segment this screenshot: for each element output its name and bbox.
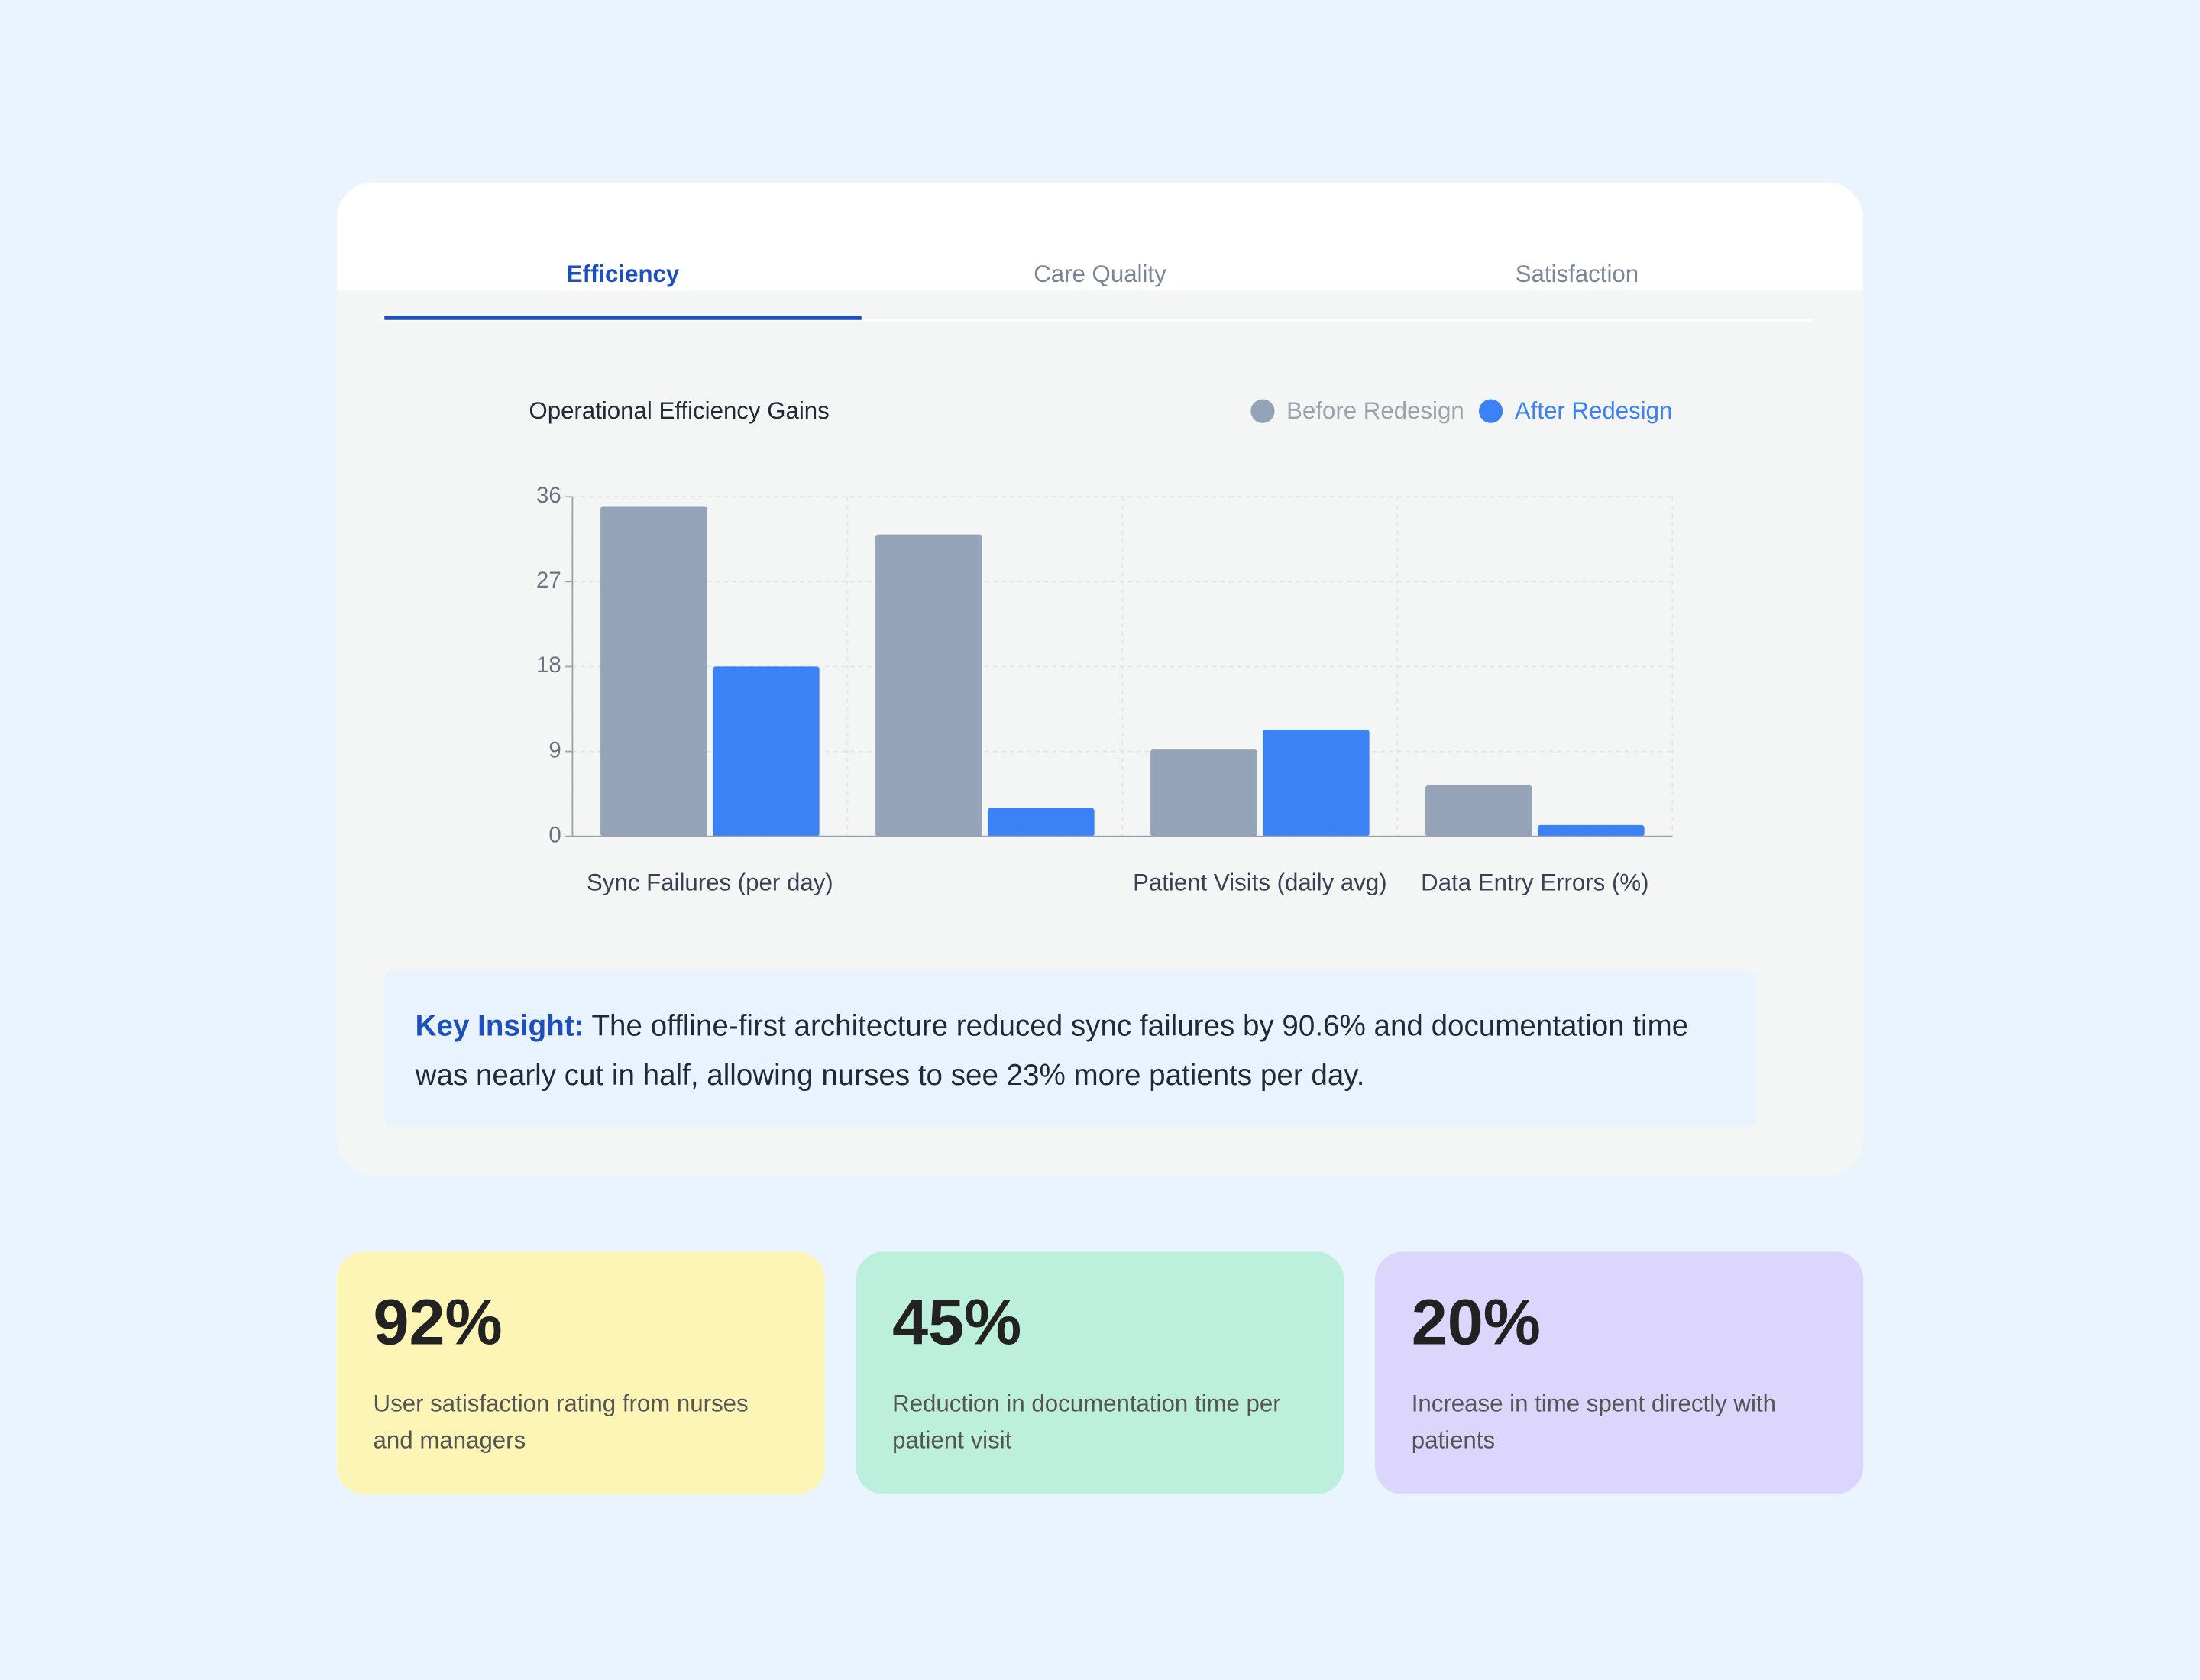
x-tick-label: Data Entry Errors (%) bbox=[1421, 869, 1648, 895]
y-tick-label: 0 bbox=[548, 822, 561, 847]
x-tick-label: Patient Visits (daily avg) bbox=[1133, 869, 1387, 895]
legend-label: After Redesign bbox=[1515, 397, 1673, 424]
bar bbox=[1425, 785, 1532, 837]
x-tick-label: Sync Failures (per day) bbox=[587, 869, 833, 895]
tab[interactable]: Care Quality bbox=[1034, 261, 1166, 288]
legend-label: Before Redesign bbox=[1286, 397, 1464, 424]
bar bbox=[600, 506, 707, 837]
bar bbox=[875, 534, 982, 837]
tab-divider bbox=[384, 318, 1813, 322]
legend-swatch bbox=[1478, 399, 1503, 423]
tab[interactable]: Satisfaction bbox=[1515, 261, 1639, 288]
stat-card: 20% Increase in time spent directly with … bbox=[1374, 1251, 1864, 1495]
legend-swatch bbox=[1250, 399, 1275, 423]
chart-title: Operational Efficiency Gains bbox=[529, 397, 829, 424]
y-tick-label: 18 bbox=[536, 652, 561, 678]
stat-label: Increase in time spent directly with pat… bbox=[1411, 1390, 1776, 1454]
y-tick-label: 9 bbox=[548, 737, 561, 762]
y-tick-label: 36 bbox=[536, 483, 561, 508]
stat-value: 20% bbox=[1411, 1285, 1541, 1358]
tab-indicator bbox=[384, 316, 862, 320]
stat-label: User satisfaction rating from nurses and… bbox=[373, 1390, 749, 1454]
insight-text: The offline-first architecture reduced s… bbox=[415, 1010, 1689, 1092]
bar bbox=[1150, 749, 1257, 837]
y-tick-label: 27 bbox=[536, 568, 561, 593]
stat-value: 45% bbox=[892, 1285, 1022, 1358]
insight-box: Key Insight: The offline-first architect… bbox=[384, 970, 1757, 1127]
stat-card: 45% Reduction in documentation time per p… bbox=[856, 1251, 1344, 1495]
bar bbox=[1263, 730, 1370, 837]
bar bbox=[713, 666, 820, 837]
bar bbox=[988, 808, 1095, 837]
bar bbox=[1538, 824, 1645, 837]
tab[interactable]: Efficiency bbox=[566, 261, 680, 288]
tab-bar bbox=[336, 182, 1864, 291]
stat-card: 92% User satisfaction rating from nurses … bbox=[336, 1251, 825, 1495]
stat-label: Reduction in documentation time per pati… bbox=[892, 1390, 1281, 1454]
stat-value: 92% bbox=[373, 1285, 503, 1358]
insight-lead: Key Insight: bbox=[415, 1010, 584, 1043]
